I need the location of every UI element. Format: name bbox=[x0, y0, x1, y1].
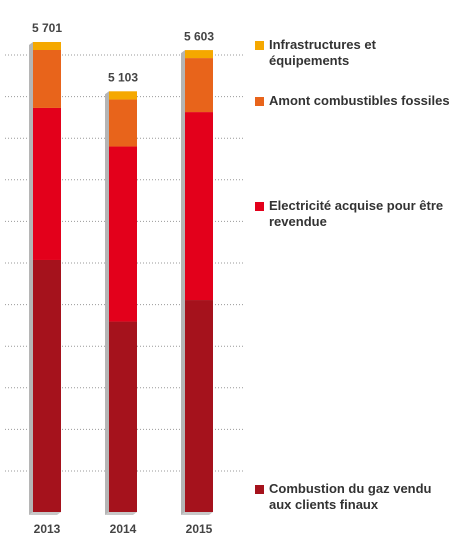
bar-segment bbox=[33, 49, 61, 108]
total-label: 5 701 bbox=[32, 21, 62, 35]
x-tick-label: 2013 bbox=[34, 522, 61, 536]
bar-shadow bbox=[181, 50, 185, 515]
bar-shadow bbox=[29, 512, 61, 515]
bar-segment bbox=[185, 50, 213, 59]
bar-shadow bbox=[29, 42, 33, 515]
legend-item: Amont combustibles fossiles bbox=[255, 93, 459, 109]
bar-segment bbox=[185, 58, 213, 113]
legend-label: Electricité acquise pour être revendue bbox=[269, 198, 444, 229]
legend-item: Electricité acquise pour être revendue bbox=[255, 198, 462, 230]
bar-segment bbox=[109, 321, 137, 512]
legend-label: Infrastructures et équipements bbox=[269, 37, 376, 68]
legend-label: Amont combustibles fossiles bbox=[269, 93, 450, 108]
legend-swatch bbox=[255, 202, 264, 211]
bar-segment bbox=[109, 91, 137, 100]
legend-label: Combustion du gaz vendu aux clients fina… bbox=[269, 481, 432, 512]
legend-swatch bbox=[255, 485, 264, 494]
legend-swatch bbox=[255, 41, 264, 50]
bar-segment bbox=[185, 300, 213, 512]
bar-segment bbox=[33, 259, 61, 512]
bar-segment bbox=[185, 112, 213, 301]
bar-segment bbox=[109, 99, 137, 147]
bar-segment bbox=[33, 42, 61, 50]
x-tick-label: 2014 bbox=[110, 522, 137, 536]
total-label: 5 103 bbox=[108, 70, 138, 84]
bar-segment bbox=[33, 107, 61, 260]
bar-segment bbox=[109, 146, 137, 322]
x-tick-label: 2015 bbox=[186, 522, 213, 536]
bar-shadow bbox=[181, 512, 213, 515]
legend-swatch bbox=[255, 97, 264, 106]
legend-item: Combustion du gaz vendu aux clients fina… bbox=[255, 481, 439, 513]
bar-shadow bbox=[105, 512, 137, 515]
bar-shadow bbox=[105, 91, 109, 516]
legend-item: Infrastructures et équipements bbox=[255, 37, 459, 69]
total-label: 5 603 bbox=[184, 29, 214, 43]
